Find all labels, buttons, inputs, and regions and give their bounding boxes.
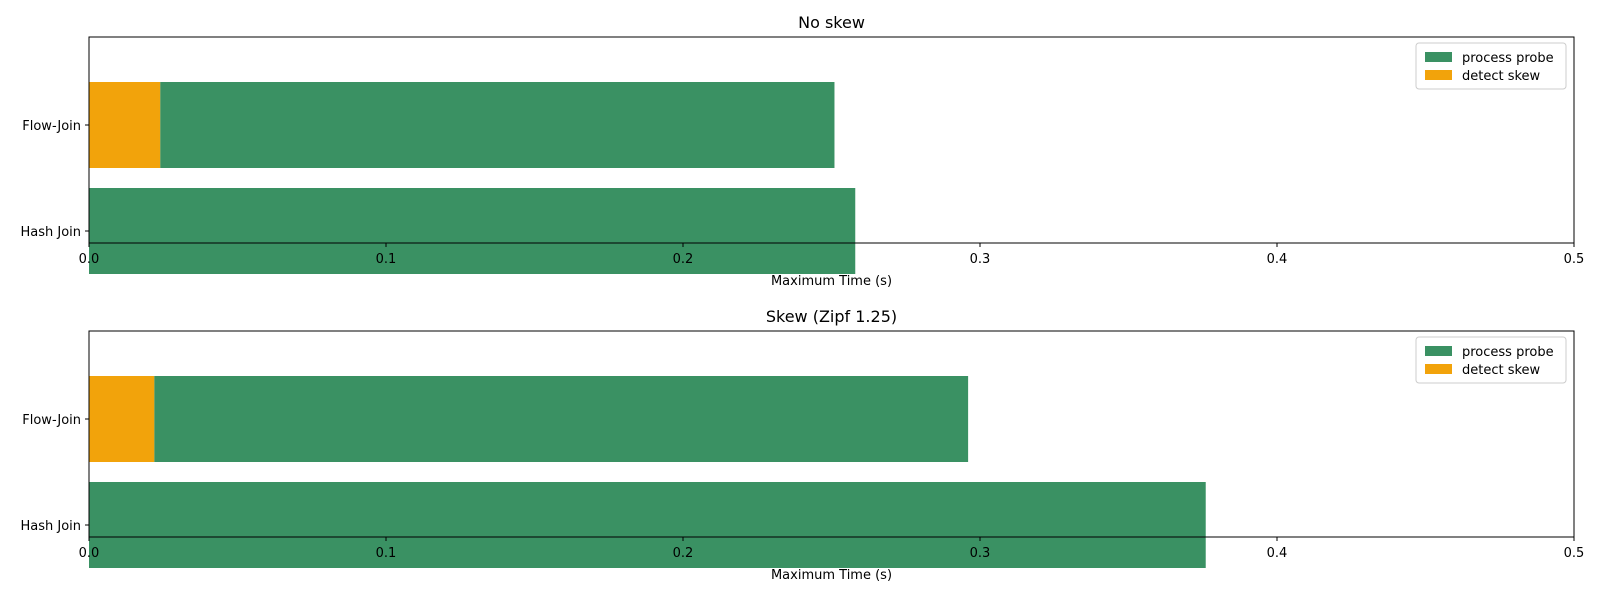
bar-flow-join-detect-skew [89,82,161,168]
legend-box [1415,42,1567,90]
panel-title: Skew (Zipf 1.25) [766,307,897,326]
x-tick-label: 0.3 [970,546,991,561]
x-tick-label: 0.3 [970,252,991,267]
x-axis-label: Maximum Time (s) [771,274,892,289]
x-tick-label: 0.5 [1564,546,1585,561]
legend-label-detect-skew: detect skew [1462,363,1541,378]
legend-label-process-probe: process probe [1462,51,1554,66]
y-tick-label: Flow-Join [22,119,81,134]
bar-hash-join-process-probe [89,482,1206,568]
y-tick-label: Flow-Join [22,413,81,428]
x-tick-label: 0.4 [1267,252,1288,267]
x-tick-label: 0.0 [79,546,100,561]
x-axis-label: Maximum Time (s) [771,568,892,583]
x-tick-label: 0.2 [673,252,694,267]
legend-swatch-detect-skew [1425,70,1452,80]
y-tick-label: Hash Join [20,225,81,240]
legend-label-detect-skew: detect skew [1462,69,1541,84]
x-tick-label: 0.0 [79,252,100,267]
legend-swatch-detect-skew [1425,364,1452,374]
x-tick-label: 0.4 [1267,546,1288,561]
bar-hash-join-process-probe [89,188,856,274]
x-tick-label: 0.2 [673,546,694,561]
x-tick-label: 0.1 [376,252,397,267]
plot-frame [88,36,1575,244]
plot-frame [88,330,1575,538]
x-tick-label: 0.1 [376,546,397,561]
legend-swatch-process-probe [1425,52,1452,62]
legend-swatch-process-probe [1425,346,1452,356]
legend-label-process-probe: process probe [1462,345,1554,360]
legend-box [1415,336,1567,384]
panel-title: No skew [798,13,865,32]
bar-flow-join-detect-skew [89,376,155,462]
bar-flow-join-process-probe [160,82,835,168]
y-tick-label: Hash Join [20,519,81,534]
x-tick-label: 0.5 [1564,252,1585,267]
bar-flow-join-process-probe [154,376,969,462]
